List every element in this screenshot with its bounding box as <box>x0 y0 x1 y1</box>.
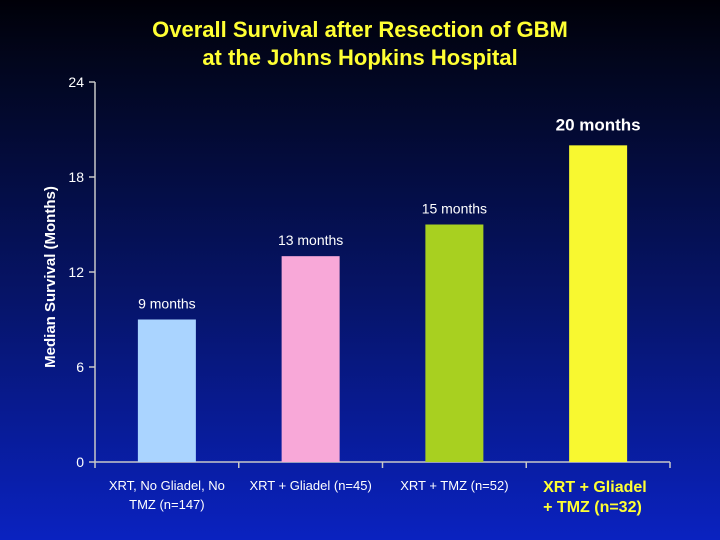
y-tick-label: 0 <box>76 454 84 470</box>
x-tick-label: TMZ (n=147) <box>129 497 205 512</box>
chart-title-line-2: at the Johns Hopkins Hospital <box>202 45 518 70</box>
bar <box>281 256 340 462</box>
x-tick-label: XRT + Gliadel <box>543 479 647 496</box>
y-tick-label: 12 <box>68 264 84 280</box>
data-label: 15 months <box>422 201 487 217</box>
x-tick-label: XRT + Gliadel (n=45) <box>249 478 371 493</box>
chart-title: Overall Survival after Resection of GBM … <box>0 16 720 72</box>
chart-title-line-1: Overall Survival after Resection of GBM <box>152 17 568 42</box>
y-tick-label: 18 <box>68 169 84 185</box>
bar <box>137 319 196 462</box>
data-label: 20 months <box>556 115 641 134</box>
y-axis-label: Median Survival (Months) <box>42 186 59 368</box>
x-tick-label: XRT + TMZ (n=52) <box>400 478 508 493</box>
bar <box>425 224 484 462</box>
bar <box>569 145 628 463</box>
data-label: 9 months <box>138 296 196 312</box>
y-tick-label: 6 <box>76 359 84 375</box>
x-tick-label: XRT, No Gliadel, No <box>109 478 225 493</box>
x-tick-label: + TMZ (n=32) <box>543 499 642 516</box>
y-tick-label: 24 <box>68 74 84 90</box>
data-label: 13 months <box>278 232 343 248</box>
